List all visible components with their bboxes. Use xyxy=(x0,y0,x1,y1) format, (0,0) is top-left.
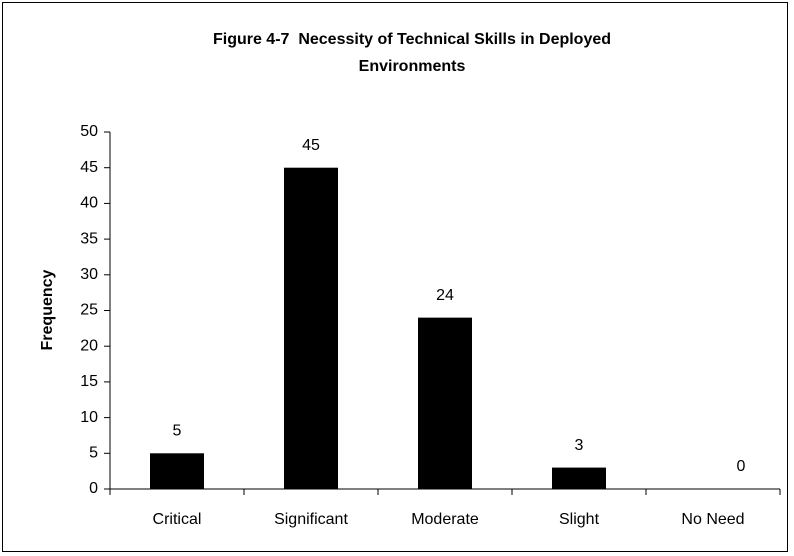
y-tick-label: 15 xyxy=(80,373,98,390)
bar xyxy=(552,467,606,489)
y-tick-label: 10 xyxy=(80,409,98,426)
bar xyxy=(284,167,338,489)
x-tick-label: Critical xyxy=(153,511,202,528)
data-label: 5 xyxy=(173,423,182,440)
data-label: 3 xyxy=(575,437,584,454)
bar xyxy=(150,453,204,489)
y-tick-label: 20 xyxy=(80,337,98,354)
y-tick-label: 30 xyxy=(80,266,98,283)
y-tick-label: 25 xyxy=(80,302,98,319)
y-axis-label: Frequency xyxy=(39,269,56,350)
y-tick-label: 0 xyxy=(89,480,98,497)
data-label: 24 xyxy=(436,287,454,304)
y-tick-label: 35 xyxy=(80,230,98,247)
x-tick-label: Significant xyxy=(274,511,348,528)
y-tick-label: 40 xyxy=(80,195,98,212)
x-tick-label: No Need xyxy=(681,511,744,528)
y-tick-label: 5 xyxy=(89,445,98,462)
chart-title: Figure 4-7 Necessity of Technical Skills… xyxy=(213,31,611,48)
y-tick-label: 45 xyxy=(80,159,98,176)
x-tick-label: Slight xyxy=(559,511,600,528)
chart-frame xyxy=(2,2,788,552)
chart-title: Environments xyxy=(359,58,466,75)
y-tick-label: 50 xyxy=(80,123,98,140)
data-label: 0 xyxy=(737,458,746,475)
data-label: 45 xyxy=(302,137,320,154)
x-tick-label: Moderate xyxy=(411,511,479,528)
bar xyxy=(418,317,472,489)
